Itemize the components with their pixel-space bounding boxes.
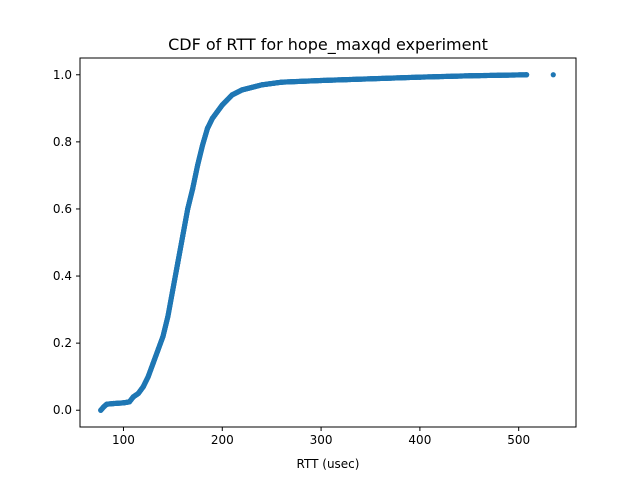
data-point <box>110 400 117 407</box>
y-tick-label: 1.0 <box>53 68 72 82</box>
data-point <box>265 81 271 87</box>
data-point <box>318 77 324 84</box>
plot-frame <box>79 57 577 428</box>
x-tick-label: 400 <box>408 433 431 447</box>
data-point <box>524 72 530 78</box>
data-point <box>367 76 374 82</box>
y-tick-label: 0.0 <box>53 403 72 417</box>
x-tick-label: 500 <box>507 433 530 447</box>
data-point <box>466 73 472 79</box>
y-tick-label: 0.2 <box>53 336 72 350</box>
data-point <box>272 80 278 86</box>
data-point <box>278 79 285 85</box>
y-tick-label: 0.4 <box>53 269 72 283</box>
data-point <box>104 401 110 407</box>
x-tick-label: 300 <box>310 433 333 447</box>
data-point <box>495 72 501 78</box>
y-tick-label: 0.8 <box>53 135 72 149</box>
data-point <box>343 77 349 83</box>
x-axis-label: RTT (usec) <box>297 457 360 471</box>
data-point <box>259 82 265 88</box>
data-points <box>98 72 556 413</box>
data-point <box>392 75 398 81</box>
data-point <box>441 73 448 80</box>
y-tick-label: 0.6 <box>53 202 72 216</box>
x-tick-label: 100 <box>112 433 135 447</box>
data-point <box>417 74 423 80</box>
x-tick-label: 200 <box>211 433 234 447</box>
data-point <box>298 78 304 84</box>
chart-title: CDF of RTT for hope_maxqd experiment <box>168 35 488 55</box>
axes: 100 200 300 400 500 0.0 0.2 0.4 0.6 0.8 1.0 <box>53 57 577 447</box>
outlier-point <box>550 72 556 78</box>
